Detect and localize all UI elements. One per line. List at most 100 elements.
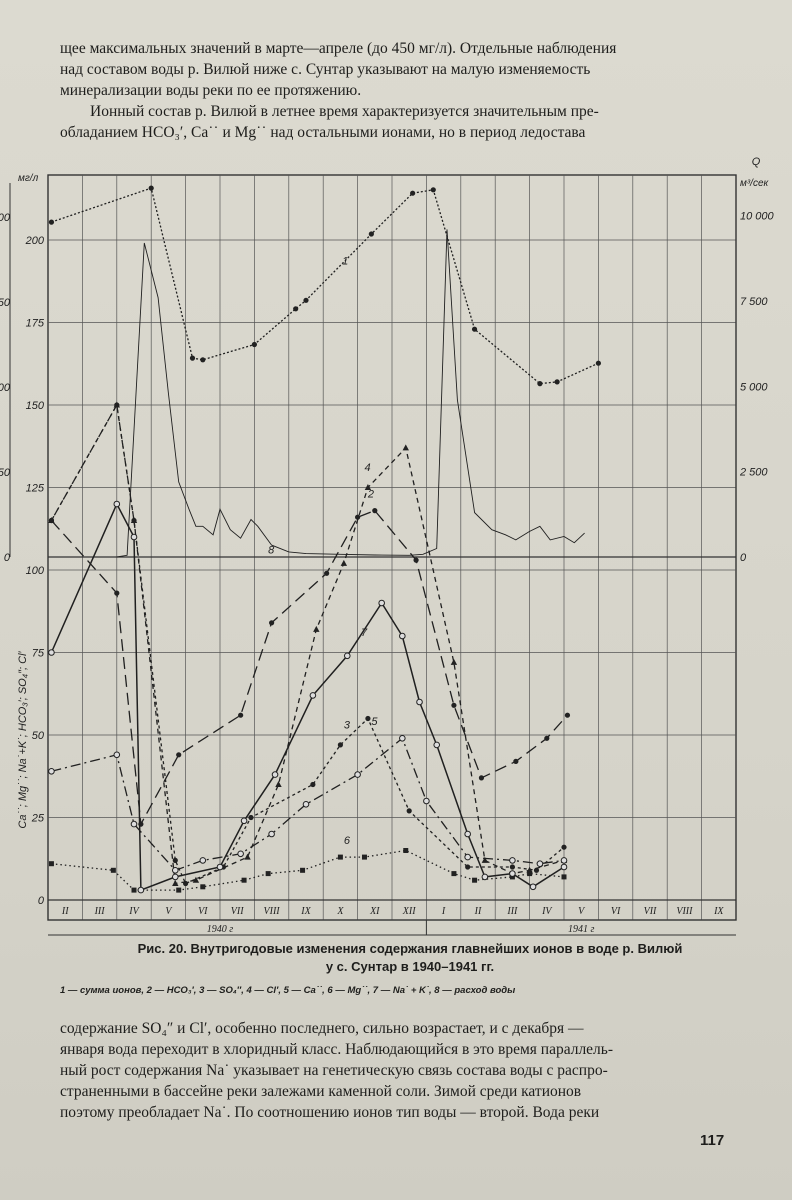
data-point-series-4 bbox=[481, 856, 489, 863]
data-point-series-5 bbox=[237, 850, 244, 858]
data-point-series-5 bbox=[268, 830, 275, 838]
data-point-series-1 bbox=[410, 190, 416, 196]
data-point-series-6 bbox=[48, 861, 54, 867]
text-line: минерализации воды реки по ее протяжению… bbox=[60, 82, 362, 99]
data-point-series-7 bbox=[309, 692, 317, 699]
data-point-series-6 bbox=[472, 877, 478, 883]
x-year-label-1940: 1940 г bbox=[207, 924, 234, 935]
data-point-series-4 bbox=[402, 444, 409, 451]
data-point-series-1 bbox=[595, 360, 602, 366]
x-tick-label-month: III bbox=[94, 906, 106, 917]
data-point-series-6 bbox=[527, 871, 533, 877]
data-point-series-1 bbox=[293, 306, 299, 312]
y-tick-label-right: 5 000 bbox=[740, 381, 768, 393]
x-tick-label-month: VI bbox=[198, 906, 208, 917]
figure-caption-line-1: Рис. 20. Внутригодовые изменения содержа… bbox=[137, 941, 683, 956]
data-point-series-6 bbox=[200, 884, 206, 890]
y-unit-label-outer: мг/л bbox=[18, 173, 39, 184]
data-point-series-7 bbox=[529, 883, 537, 891]
y-tick-label-outer: 0 bbox=[4, 552, 11, 564]
x-tick-label-month: VI bbox=[611, 906, 621, 917]
y-tick-label-outer: 150 bbox=[0, 297, 11, 309]
data-point-series-7 bbox=[343, 652, 351, 660]
data-point-series-5 bbox=[199, 857, 207, 864]
data-point-series-5 bbox=[171, 867, 179, 874]
data-point-series-2 bbox=[513, 758, 519, 765]
y-tick-label-right: 10 000 bbox=[740, 211, 775, 223]
data-point-series-6 bbox=[265, 871, 271, 877]
data-point-series-7 bbox=[433, 741, 441, 749]
data-point-series-3 bbox=[248, 814, 254, 821]
y-tick-label-inner: 125 bbox=[26, 483, 45, 495]
y-tick-label-inner: 75 bbox=[32, 648, 45, 660]
y-tick-label-outer: 100 bbox=[0, 382, 11, 394]
data-point-series-7 bbox=[137, 886, 145, 894]
x-tick-label-month: XI bbox=[369, 906, 380, 917]
data-point-series-3 bbox=[465, 864, 471, 870]
data-point-series-4 bbox=[364, 484, 372, 490]
data-point-series-7 bbox=[416, 698, 423, 706]
series-label-3: 3 bbox=[344, 719, 351, 731]
data-point-series-2 bbox=[114, 590, 120, 596]
y-tick-label-right: 0 bbox=[740, 552, 747, 564]
x-tick-label-month: IV bbox=[128, 906, 140, 917]
data-point-series-1 bbox=[368, 231, 374, 237]
data-point-series-2 bbox=[544, 735, 550, 741]
data-point-series-5 bbox=[509, 857, 516, 864]
data-point-series-3 bbox=[365, 715, 371, 722]
data-point-series-7 bbox=[481, 873, 489, 881]
x-tick-label-month: III bbox=[506, 906, 518, 917]
data-point-series-7 bbox=[399, 632, 406, 640]
x-tick-label-month: I bbox=[441, 906, 446, 917]
x-year-label-1941: 1941 г bbox=[568, 924, 595, 935]
data-point-series-2 bbox=[451, 702, 457, 708]
series-label-2: 2 bbox=[367, 488, 374, 500]
page-number: 117 bbox=[700, 1132, 725, 1149]
data-point-series-7 bbox=[378, 599, 385, 607]
data-point-series-7 bbox=[509, 870, 516, 877]
data-point-series-6 bbox=[509, 874, 515, 880]
y-tick-label-inner: 150 bbox=[26, 400, 45, 412]
data-point-series-5 bbox=[302, 801, 310, 808]
text-line: щее максимальных значений в марте—апреле… bbox=[60, 40, 617, 57]
data-point-series-6 bbox=[131, 887, 137, 893]
text-line: содержание SO₄″ и Cl′, особенно последне… bbox=[60, 1020, 584, 1037]
series-label-6: 6 bbox=[344, 835, 351, 847]
figure-caption-line-2: у с. Сунтар в 1940–1941 гг. bbox=[325, 959, 495, 974]
paragraph-bottom: содержание SO₄″ и Cl′, особенно последне… bbox=[60, 1018, 726, 1123]
data-point-series-1 bbox=[554, 379, 560, 385]
series-line-6 bbox=[51, 849, 565, 891]
data-point-series-2 bbox=[176, 752, 182, 758]
x-tick-label-month: VIII bbox=[264, 906, 281, 917]
data-point-series-2 bbox=[269, 620, 275, 626]
y-tick-label-inner: 200 bbox=[25, 235, 45, 247]
series-label-5: 5 bbox=[371, 716, 378, 728]
x-tick-label-month: IX bbox=[713, 906, 724, 917]
x-tick-label-month: X bbox=[336, 906, 344, 917]
data-point-series-6 bbox=[110, 867, 116, 873]
data-point-series-5 bbox=[130, 820, 138, 828]
data-point-series-1 bbox=[189, 355, 196, 361]
text-line: Ионный состав р. Вилюй в летнее время ха… bbox=[90, 103, 599, 120]
data-point-series-7 bbox=[171, 873, 179, 881]
y-tick-label-inner: 175 bbox=[26, 318, 45, 330]
series-line-4 bbox=[50, 403, 565, 885]
data-point-series-6 bbox=[337, 854, 343, 860]
text-line: поэтому преобладает Na˙. По соотношению … bbox=[60, 1104, 600, 1121]
data-point-series-5 bbox=[399, 735, 406, 742]
y-tick-label-right: 2 500 bbox=[739, 467, 768, 479]
x-tick-label-month: XII bbox=[402, 906, 416, 917]
x-tick-label-month: IX bbox=[300, 906, 311, 917]
data-point-series-2 bbox=[355, 514, 361, 520]
y-tick-label-outer: 200 bbox=[0, 212, 11, 224]
data-point-series-4 bbox=[130, 517, 138, 523]
x-tick-label-month: IV bbox=[541, 906, 553, 917]
data-point-series-2 bbox=[564, 712, 571, 718]
paragraph-top: щее максимальных значений в марте—апреле… bbox=[60, 38, 726, 143]
series-label-7: 7 bbox=[361, 627, 368, 639]
data-point-series-7 bbox=[130, 533, 138, 541]
data-point-series-5 bbox=[536, 860, 544, 868]
series-line-1 bbox=[51, 187, 599, 385]
data-point-series-1 bbox=[148, 185, 154, 191]
